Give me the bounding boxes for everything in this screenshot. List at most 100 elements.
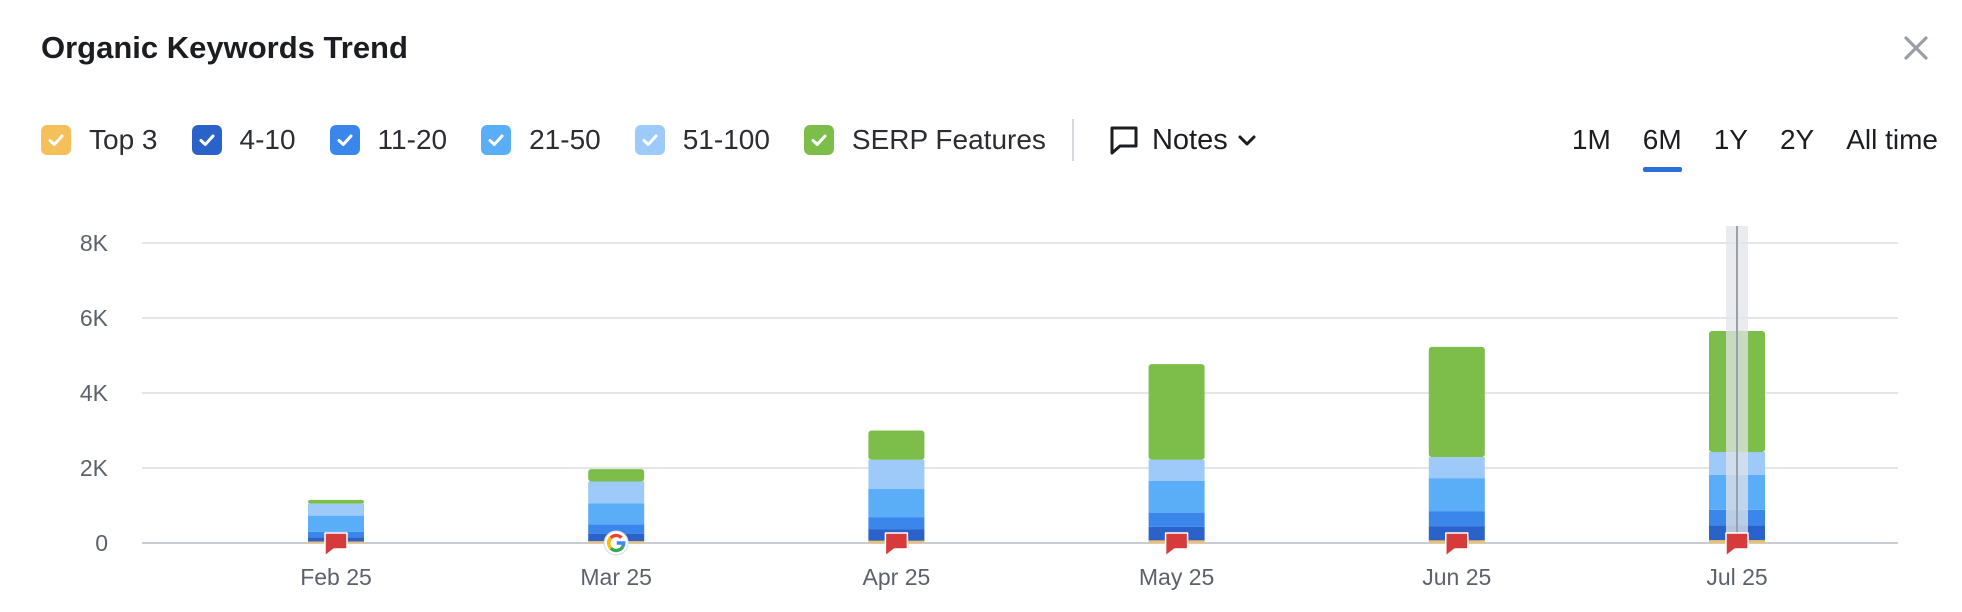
- legend-checkbox-r11_20[interactable]: [329, 125, 360, 155]
- legend-checkbox-serp[interactable]: [803, 125, 834, 155]
- close-icon[interactable]: [1900, 32, 1932, 64]
- y-tick-label: 4K: [80, 380, 109, 406]
- legend-checkbox-r21_50[interactable]: [481, 125, 512, 155]
- legend-label: 11-20: [377, 124, 448, 155]
- period-selector: 1M 6M 1Y 2Y All time: [1540, 118, 1938, 172]
- y-tick-label: 6K: [80, 305, 109, 331]
- y-tick-label: 8K: [80, 230, 109, 256]
- bar-segment-51-100[interactable]: [868, 459, 925, 489]
- period-1y[interactable]: 1Y: [1713, 124, 1748, 155]
- legend-divider: [1071, 119, 1074, 161]
- bar-stack[interactable]: [1148, 364, 1205, 543]
- x-tick-label: May 25: [1139, 564, 1214, 590]
- legend-checkbox-r51_100[interactable]: [634, 125, 665, 155]
- bar-segment-21-50[interactable]: [1709, 474, 1765, 510]
- bar-segment-21-50[interactable]: [1428, 478, 1485, 512]
- legend-label: Top 3: [89, 124, 158, 155]
- bar-segment-51-100[interactable]: [588, 481, 645, 504]
- y-tick-label: 0: [95, 530, 108, 556]
- x-tick-label: Apr 25: [863, 564, 931, 590]
- bar-segment-4-10[interactable]: [308, 537, 364, 542]
- x-tick-label: Feb 25: [300, 564, 372, 590]
- legend-label: 21-50: [529, 124, 601, 155]
- legend-checkbox-r4_10[interactable]: [191, 125, 222, 155]
- bar-segment-51-100[interactable]: [1148, 459, 1205, 481]
- red-flag-icon[interactable]: [884, 532, 909, 557]
- bar-stack[interactable]: [1709, 330, 1765, 543]
- bar-segment-11-20[interactable]: [868, 517, 925, 530]
- bar-segment-top-3[interactable]: [868, 540, 925, 543]
- bar-segment-4-10[interactable]: [1148, 526, 1205, 541]
- bar-segment-11-20[interactable]: [308, 531, 364, 538]
- check-icon: [488, 134, 504, 146]
- chevron-down-icon: [1238, 135, 1256, 146]
- bar-segment-top-3[interactable]: [588, 541, 645, 543]
- bar-segment-11-20[interactable]: [1148, 512, 1205, 527]
- bar-segment-top-3[interactable]: [1709, 540, 1765, 543]
- bar-stack[interactable]: [1428, 346, 1485, 543]
- period-all-time[interactable]: All time: [1846, 124, 1938, 155]
- legend-item-serp[interactable]: SERP Features: [803, 124, 1046, 156]
- comment-icon: [1110, 126, 1138, 155]
- legend-item-r11_20[interactable]: 11-20: [329, 124, 448, 156]
- bar-segment-51-100[interactable]: [1709, 452, 1765, 475]
- x-tick-label: Jul 25: [1706, 564, 1767, 590]
- check-icon: [48, 134, 64, 146]
- hover-highlight: [1726, 226, 1748, 547]
- bar-segment-top-3[interactable]: [1428, 540, 1485, 543]
- bar-stack[interactable]: [868, 430, 925, 544]
- bar-segment-4-10[interactable]: [868, 529, 925, 541]
- bar-segment-4-10[interactable]: [1428, 526, 1485, 541]
- bar-segment-serp-features[interactable]: [1709, 330, 1765, 453]
- red-flag-icon[interactable]: [1164, 532, 1189, 557]
- bar-segment-top-3[interactable]: [1148, 540, 1205, 543]
- red-flag-icon[interactable]: [1725, 532, 1749, 557]
- red-flag-icon[interactable]: [1445, 532, 1469, 557]
- notes-label: Notes: [1151, 123, 1228, 156]
- red-flag-icon[interactable]: [324, 532, 348, 557]
- y-tick-label: 2K: [80, 455, 109, 481]
- bar-segment-21-50[interactable]: [1148, 480, 1205, 513]
- legend-item-r21_50[interactable]: 21-50: [481, 124, 601, 156]
- check-icon: [642, 134, 658, 146]
- x-tick-label: Mar 25: [580, 564, 652, 590]
- bar-segment-21-50[interactable]: [308, 515, 364, 532]
- bar-segment-11-20[interactable]: [1709, 509, 1765, 526]
- period-6m[interactable]: 6M: [1642, 124, 1682, 172]
- period-2y[interactable]: 2Y: [1779, 124, 1815, 155]
- bar-segment-4-10[interactable]: [588, 533, 645, 542]
- bar-segment-serp-features[interactable]: [588, 469, 645, 482]
- check-icon: [337, 134, 353, 146]
- check-icon: [811, 134, 827, 146]
- bar-stack[interactable]: [588, 469, 645, 543]
- x-tick-label: Jun 25: [1422, 564, 1491, 590]
- bar-segment-4-10[interactable]: [1709, 525, 1765, 541]
- bar-segment-serp-features[interactable]: [308, 499, 364, 504]
- bar-segment-top-3[interactable]: [308, 541, 364, 544]
- google-icon[interactable]: [603, 530, 629, 556]
- bar-stack[interactable]: [308, 499, 364, 544]
- legend-label: SERP Features: [851, 124, 1046, 155]
- bar-segment-51-100[interactable]: [1428, 457, 1485, 479]
- legend-item-top3[interactable]: Top 3: [41, 124, 158, 156]
- bar-segment-21-50[interactable]: [868, 489, 925, 518]
- legend-checkbox-top3[interactable]: [41, 125, 71, 155]
- bar-segment-serp-features[interactable]: [1428, 346, 1485, 458]
- bar-segment-serp-features[interactable]: [1148, 364, 1205, 460]
- bar-segment-11-20[interactable]: [1428, 511, 1485, 527]
- bar-segment-21-50[interactable]: [588, 503, 645, 525]
- period-1m[interactable]: 1M: [1571, 124, 1611, 155]
- bar-segment-11-20[interactable]: [588, 524, 645, 534]
- legend-label: 51-100: [682, 124, 770, 155]
- bar-segment-51-100[interactable]: [308, 503, 364, 516]
- legend-item-r4_10[interactable]: 4-10: [191, 124, 296, 156]
- panel-title: Organic Keywords Trend: [41, 30, 408, 65]
- notes-dropdown[interactable]: Notes: [1108, 124, 1258, 157]
- check-icon: [199, 134, 214, 146]
- bar-segment-serp-features[interactable]: [868, 430, 925, 460]
- legend-item-r51_100[interactable]: 51-100: [634, 124, 770, 156]
- legend: Top 3 4-10 11-20 21-50 51-100 SERP Features N…: [41, 118, 1258, 162]
- legend-label: 4-10: [239, 124, 296, 155]
